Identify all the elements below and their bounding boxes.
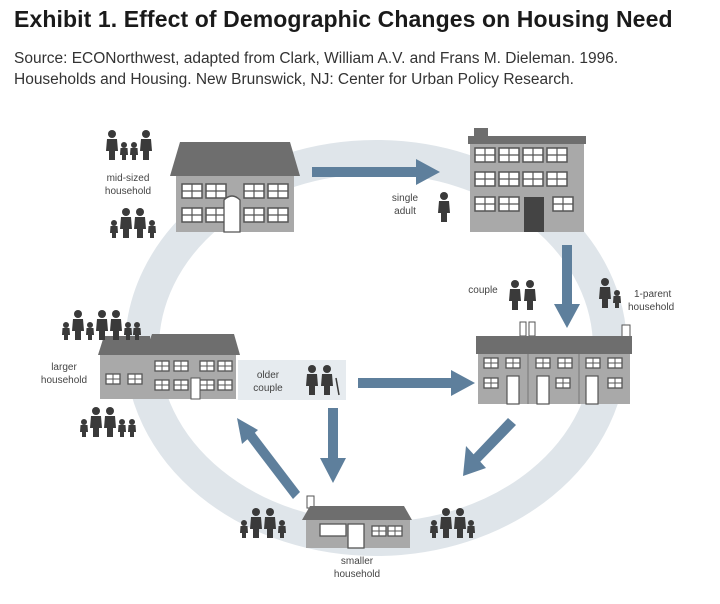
arrow-right-top [312,159,440,185]
arrow-right-middle [358,370,475,396]
older-couple-figure [306,365,340,396]
larger-family-bottom [80,407,136,437]
larger-household-houses [98,334,240,400]
row-houses [476,321,632,405]
exhibit-title: Exhibit 1. Effect of Demographic Changes… [14,6,673,32]
label-older-2: couple [253,383,283,394]
mid-sized-house [170,142,300,233]
label-older-1: older [257,370,280,381]
label-one-parent-1: 1-parent [634,289,671,300]
label-mid-sized-2: household [105,186,151,197]
smaller-household-house [302,495,412,549]
apartment-building [468,128,586,232]
label-couple: couple [468,285,498,296]
label-smaller-2: household [334,569,380,580]
label-smaller-1: smaller [341,556,374,567]
people-figures [62,130,621,538]
mid-sized-family-top [106,130,152,160]
arrow-down-right [554,245,580,328]
mid-sized-family-bottom [110,208,156,238]
label-one-parent-2: household [628,302,674,313]
label-single-1: single [392,193,419,204]
label-mid-sized-1: mid-sized [107,173,150,184]
label-larger-2: household [41,375,87,386]
arrow-diagonal-up-left [237,418,300,499]
single-adult-figure [438,192,450,222]
source-citation: Source: ECONorthwest, adapted from Clark… [14,50,619,88]
arrow-diagonal-down-left [463,418,516,476]
flow-arrows [237,159,580,499]
couple-figure [509,280,536,310]
label-single-2: adult [394,206,416,217]
label-larger-1: larger [51,362,77,373]
arrow-down-middle [320,408,346,483]
